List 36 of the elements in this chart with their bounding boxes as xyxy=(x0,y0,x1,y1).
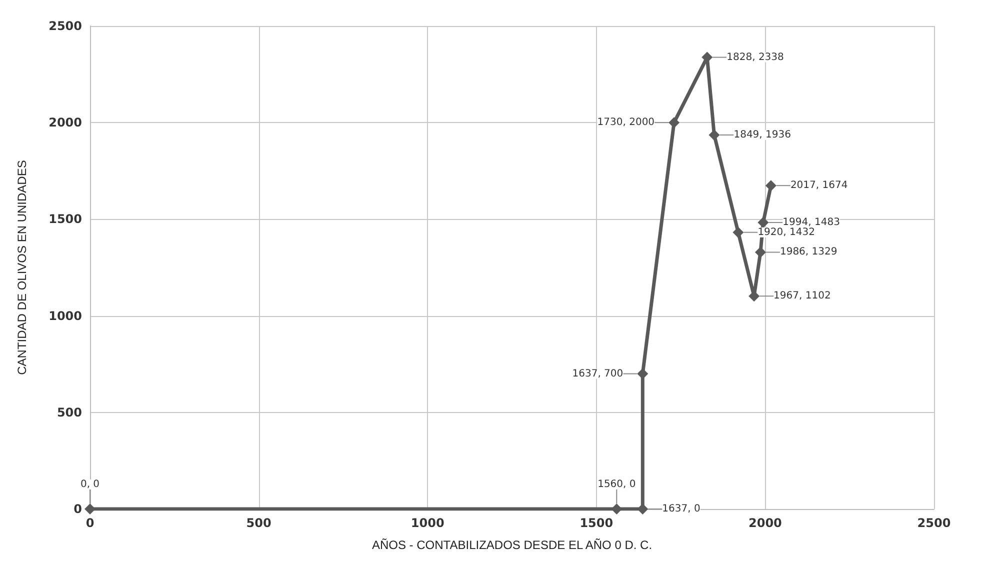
point xyxy=(754,246,766,258)
point xyxy=(637,504,648,514)
point xyxy=(765,180,776,192)
x-tick-label: 2000 xyxy=(748,516,782,530)
data-label: 1986, 1329 xyxy=(780,246,838,258)
point xyxy=(637,368,648,380)
data-label: 1967, 1102 xyxy=(774,290,831,302)
data-label: 1560, 0 xyxy=(598,479,636,490)
y-tick-label: 1500 xyxy=(48,212,82,226)
data-label: 1637, 0 xyxy=(662,504,700,514)
x-tick-label: 2500 xyxy=(917,516,951,530)
y-axis-title: CANTIDAD DE OLIVOS EN UNIDADES xyxy=(15,160,29,375)
point xyxy=(668,117,680,128)
data-label: 0, 0 xyxy=(80,479,100,490)
point xyxy=(758,216,769,228)
data-label: 2017, 1674 xyxy=(790,180,848,192)
point xyxy=(732,226,744,238)
point xyxy=(84,504,96,514)
point xyxy=(708,129,720,140)
y-tick-label: 0 xyxy=(74,502,82,516)
data-label: 1994, 1483 xyxy=(782,216,840,228)
data-label: 1730, 2000 xyxy=(597,117,655,128)
y-tick-label: 2500 xyxy=(48,19,82,33)
x-tick-label: 500 xyxy=(246,516,272,530)
x-tick-label: 1000 xyxy=(410,516,444,530)
data-label: 1920, 1432 xyxy=(758,226,815,238)
x-tick-label: 1500 xyxy=(580,516,614,530)
data-label: 1828, 2338 xyxy=(726,52,784,63)
x-tick-label: 0 xyxy=(86,516,94,530)
data-label: 1849, 1936 xyxy=(734,129,791,140)
y-tick-label: 500 xyxy=(56,405,82,420)
y-tick-label: 1000 xyxy=(48,308,82,323)
x-axis-title: AÑOS - CONTABILIZADOS DESDE EL AÑO 0 D. C. xyxy=(372,538,652,552)
point xyxy=(611,504,622,514)
data-label: 1637, 700 xyxy=(572,368,624,380)
y-tick-label: 2000 xyxy=(48,116,82,130)
